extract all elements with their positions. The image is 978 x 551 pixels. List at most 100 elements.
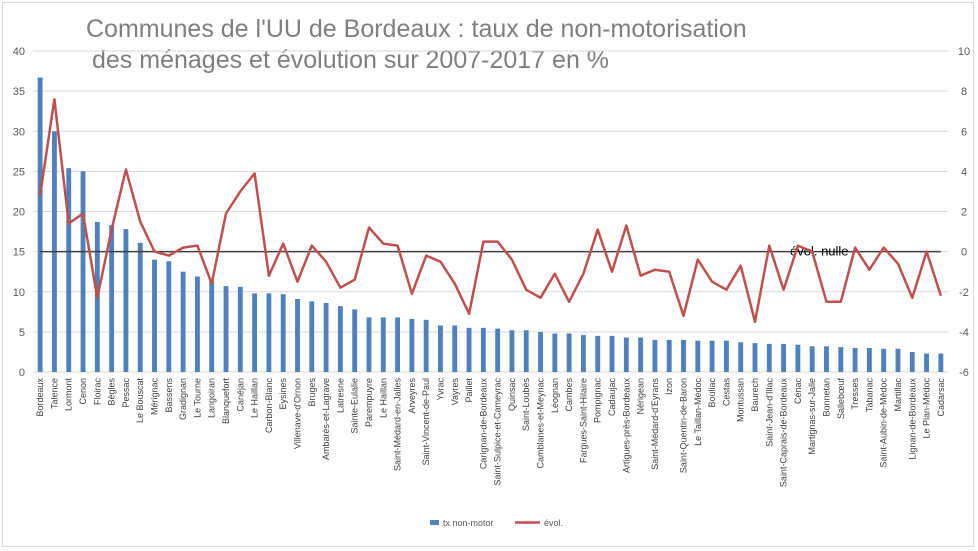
category-label: Bassens [164, 378, 174, 413]
left-axis-tick-label: 0 [19, 367, 25, 379]
category-label: Saint-Caprais-de-Bordeaux [779, 378, 789, 488]
category-label: Bordeaux [35, 378, 45, 417]
right-axis-tick-label: 2 [961, 207, 967, 219]
bar [609, 335, 615, 372]
bar [852, 347, 858, 372]
bar [666, 339, 672, 372]
bar [409, 319, 415, 372]
category-label: Cénac [793, 378, 803, 405]
category-label: Izon [664, 378, 674, 395]
bar [466, 327, 472, 372]
bar [123, 229, 129, 372]
category-label: Nérigean [636, 378, 646, 415]
legend-label-bar: tx non-motor [443, 518, 494, 528]
category-label: Le Tourne [192, 378, 202, 418]
category-label: Lormont [64, 378, 74, 412]
category-label: Pompignac [593, 378, 603, 424]
category-label: Tresses [850, 378, 860, 410]
left-axis-tick-label: 10 [13, 287, 25, 299]
category-label: Lignan-de-Bordeaux [907, 378, 917, 460]
bar [866, 347, 872, 372]
bar [452, 325, 458, 372]
bar [194, 276, 200, 372]
bar [838, 347, 844, 372]
bar [909, 351, 915, 372]
bar-series [37, 77, 944, 373]
category-label: Vayres [450, 378, 460, 406]
category-label: Cadarsac [936, 378, 946, 417]
left-axis-ticks: 0 5 10 15 20 25 30 35 40 [13, 46, 25, 379]
category-label: Pessac [121, 378, 131, 408]
category-label: Le Bouscat [135, 378, 145, 424]
right-axis-tick-label: 10 [958, 46, 970, 58]
bar [209, 280, 215, 372]
bar [423, 319, 429, 372]
bar [809, 346, 815, 372]
legend-swatch-bar [430, 520, 439, 525]
bar [766, 343, 772, 372]
bar [323, 302, 329, 372]
category-label: Saint-Jean-d'Illac [764, 378, 774, 447]
bar [638, 337, 644, 372]
legend-label-line: évol. [544, 518, 563, 528]
bar [109, 225, 115, 372]
category-label: Cenon [78, 378, 88, 405]
category-label: Ambarès-et-Lagrave [321, 378, 331, 460]
line-series [38, 97, 943, 324]
bar [337, 306, 343, 372]
right-axis-ticks: -6 -4 -2 0 2 4 6 8 10 [958, 46, 970, 379]
bar [695, 340, 701, 372]
category-label: Sainte-Eulalie [350, 378, 360, 434]
bar [924, 353, 929, 372]
category-label: Bouliac [707, 378, 717, 408]
category-label: Carbon-Blanc [264, 378, 274, 434]
right-axis-tick-label: -6 [959, 367, 969, 379]
bar [280, 294, 286, 372]
bar [309, 301, 315, 372]
category-label: Bonnetan [821, 378, 831, 417]
bar [266, 293, 272, 372]
category-label: Montussan [736, 378, 746, 422]
category-label: Artigues-près-Bordeaux [621, 378, 631, 474]
evol-line [38, 97, 943, 324]
category-label: Carignan-de-Bordeaux [478, 378, 488, 470]
category-label: Saint-Loubès [521, 378, 531, 432]
bar [681, 339, 686, 372]
left-axis-tick-label: 20 [13, 207, 25, 219]
bar [566, 333, 572, 372]
bar [366, 317, 372, 372]
bar [380, 317, 386, 372]
bar [895, 348, 901, 372]
bar [80, 171, 86, 372]
category-label: Baurech [750, 378, 760, 412]
bar [237, 286, 243, 372]
bar [723, 340, 729, 372]
category-label: Tabanac [864, 378, 874, 413]
category-label: Langoiran [207, 378, 217, 418]
legend: tx non-motor évol. [430, 518, 563, 528]
bar [252, 293, 258, 372]
category-label: Le Haillan [378, 378, 388, 418]
category-label: Saint-Aubin-de-Médoc [879, 378, 889, 468]
category-label: Parempuyre [364, 378, 374, 427]
bar [480, 327, 486, 372]
category-label: Le Pian-Médoc [922, 378, 932, 439]
bar [37, 77, 43, 373]
category-label: Camblanes-et-Meynac [536, 378, 546, 469]
right-axis-tick-label: -4 [959, 327, 969, 339]
left-axis-tick-label: 15 [13, 247, 25, 259]
category-label: Bruges [307, 378, 317, 407]
bar [166, 261, 172, 372]
left-axis-tick-label: 25 [13, 166, 25, 178]
bar [223, 286, 229, 372]
category-labels: Bordeaux Talence Lormont Cenon Floirac Bègles… [35, 378, 946, 488]
category-label: Le Haillan [250, 378, 260, 418]
bar [438, 325, 443, 372]
category-label: Léognan [550, 378, 560, 413]
right-axis-tick-label: 0 [961, 247, 967, 259]
bar [738, 342, 744, 372]
category-label: Saint-Vincent-de-Paul [421, 378, 431, 465]
bar [709, 340, 715, 372]
category-label: Mérignac [150, 378, 160, 416]
